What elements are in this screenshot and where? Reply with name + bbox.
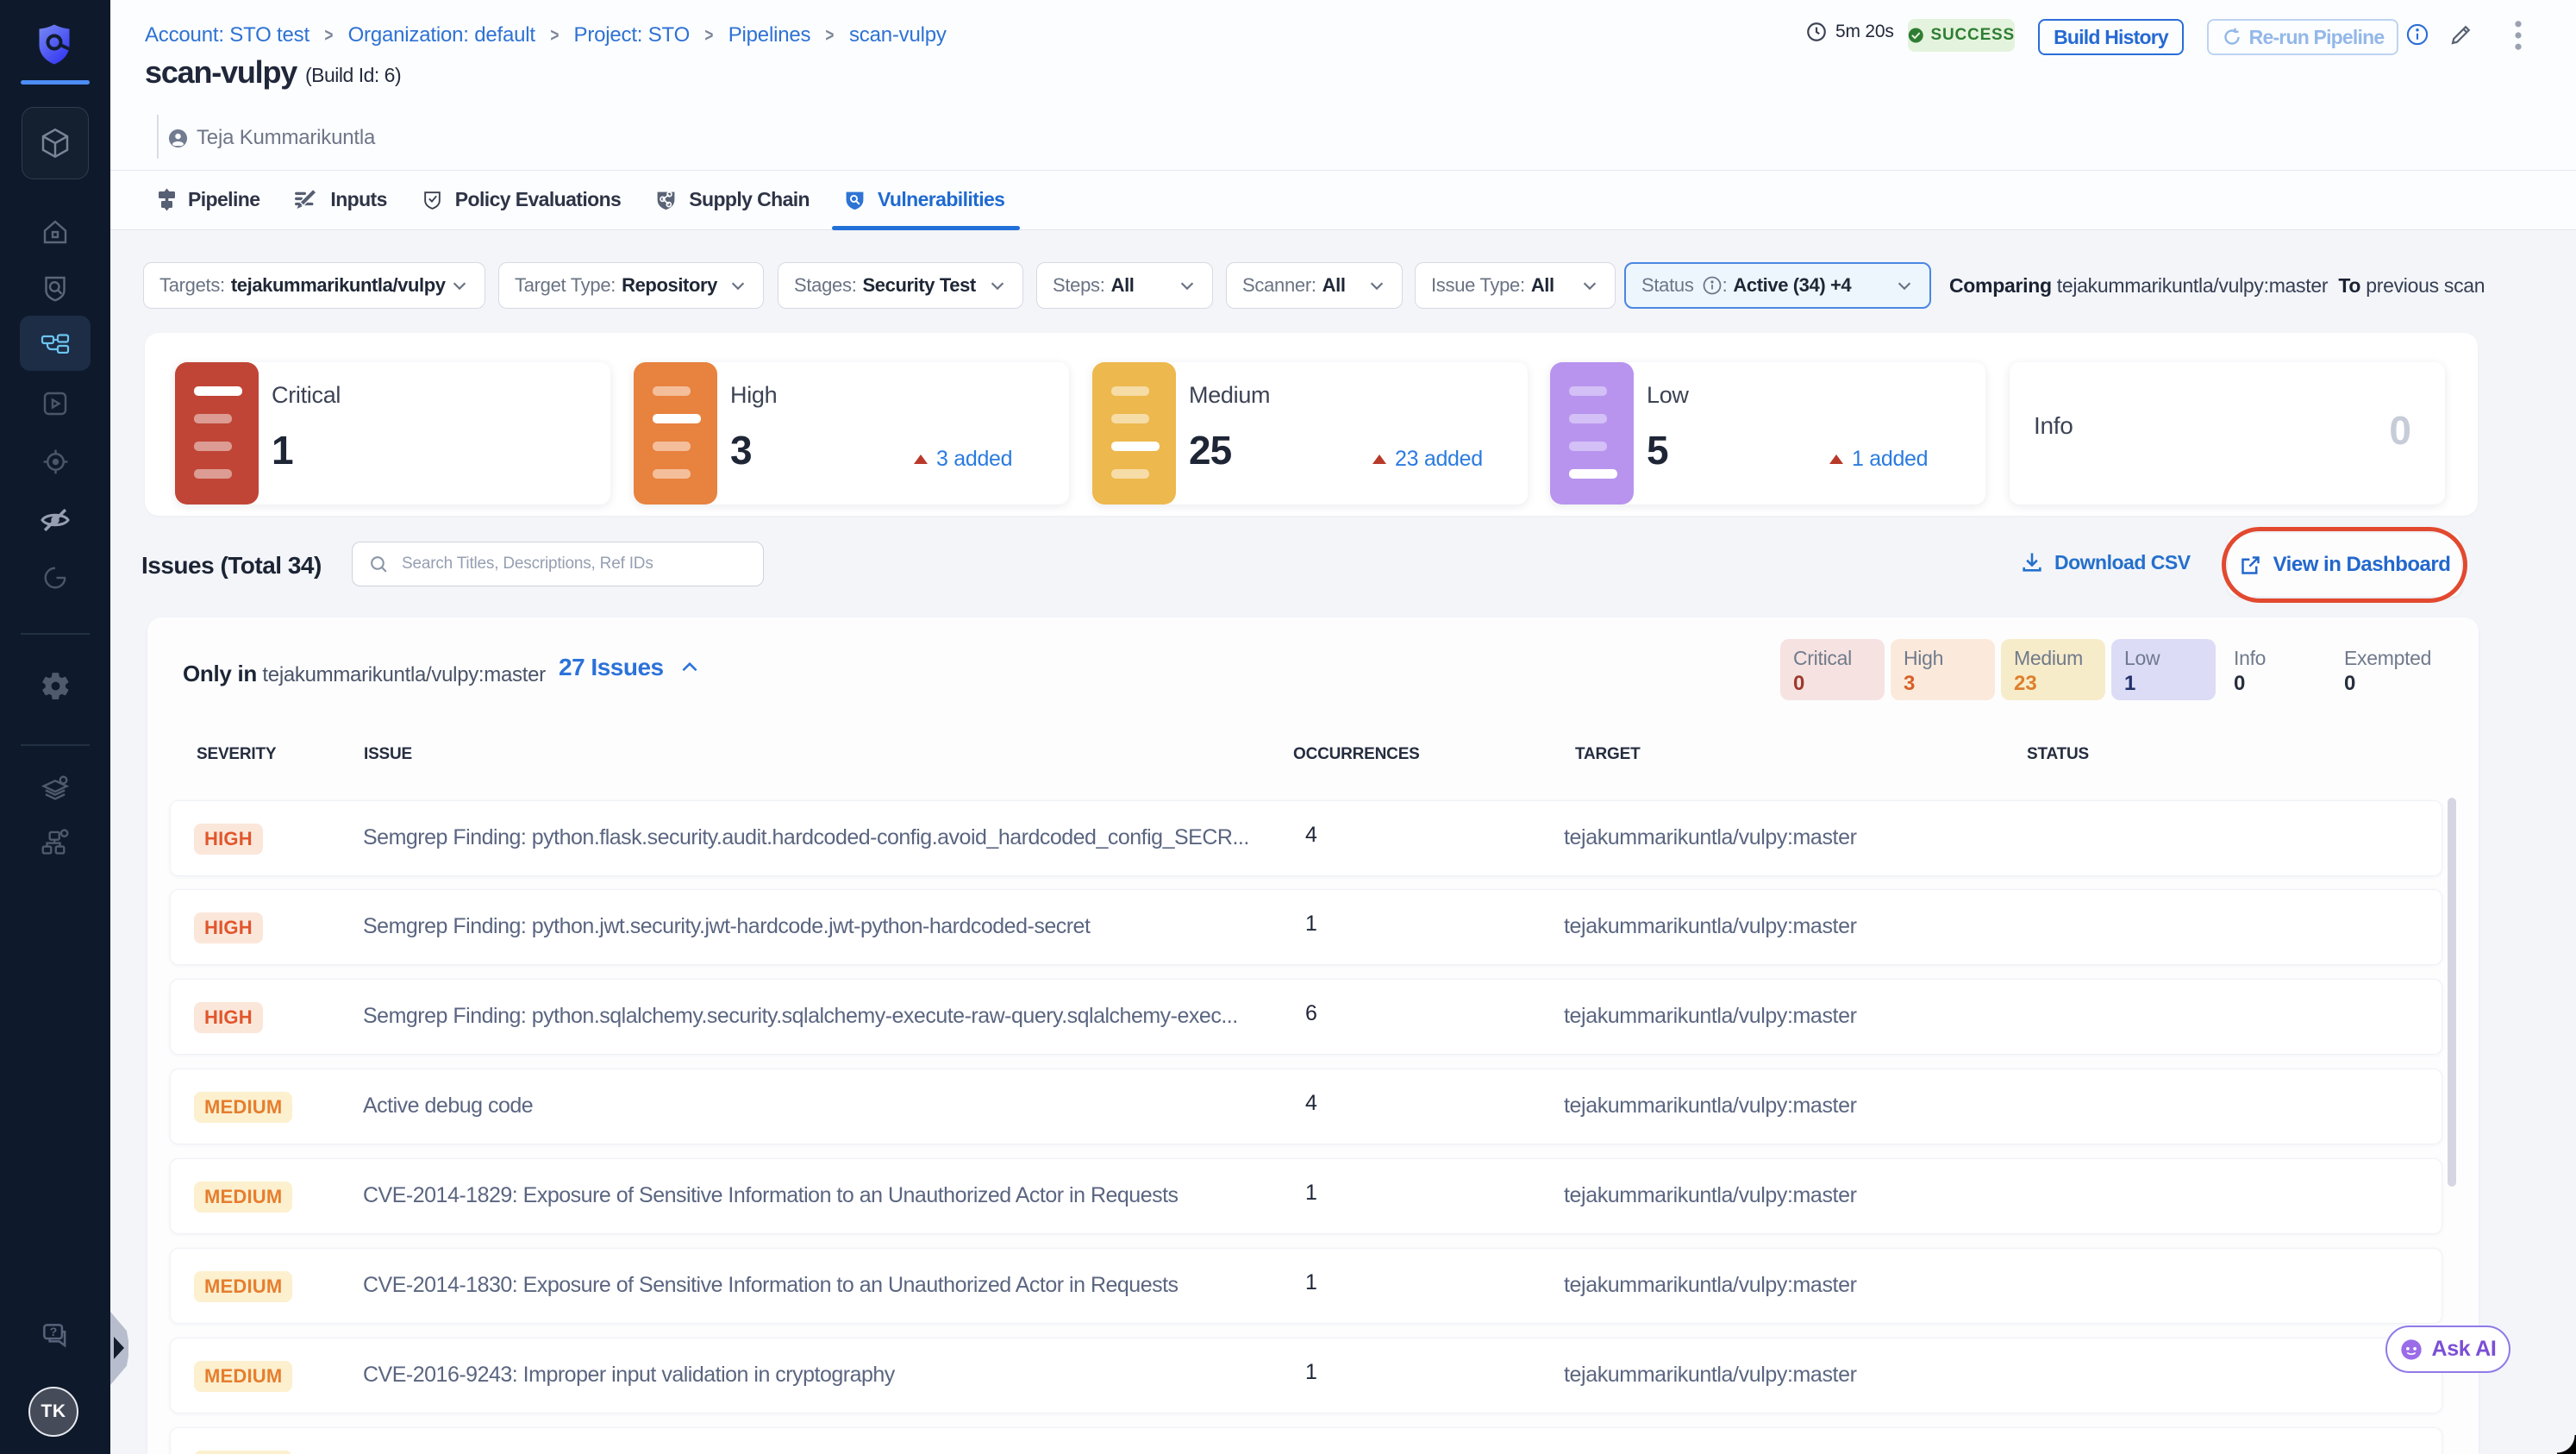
svg-text:?: ? — [50, 1326, 58, 1339]
